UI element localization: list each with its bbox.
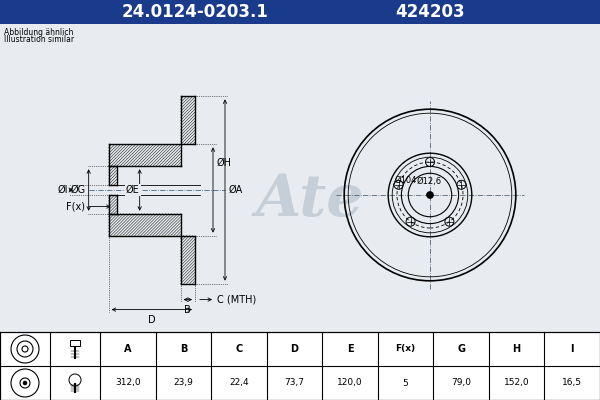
Text: ØA: ØA [229, 185, 243, 195]
Text: 24.0124-0203.1: 24.0124-0203.1 [122, 3, 268, 21]
Text: 23,9: 23,9 [173, 378, 193, 388]
Text: ØI: ØI [57, 185, 68, 195]
Text: ØG: ØG [71, 185, 86, 195]
Text: 16,5: 16,5 [562, 378, 582, 388]
Text: Ø12,6: Ø12,6 [416, 176, 442, 186]
Text: F(x): F(x) [395, 344, 416, 354]
Circle shape [427, 192, 433, 198]
Text: D: D [290, 344, 298, 354]
Text: ØE: ØE [126, 185, 140, 195]
Text: B: B [179, 344, 187, 354]
FancyBboxPatch shape [70, 340, 80, 346]
Text: D: D [148, 314, 155, 325]
Text: 73,7: 73,7 [284, 378, 304, 388]
Text: G: G [457, 344, 465, 354]
Text: 5: 5 [403, 378, 409, 388]
Text: C: C [235, 344, 242, 354]
Circle shape [427, 192, 433, 198]
Text: 312,0: 312,0 [115, 378, 140, 388]
Text: Ate: Ate [256, 172, 364, 228]
Text: ØH: ØH [217, 158, 232, 168]
Text: Abbildung ähnlich: Abbildung ähnlich [4, 28, 73, 37]
Text: E: E [347, 344, 353, 354]
Text: F(x): F(x) [65, 202, 85, 212]
Text: 22,4: 22,4 [229, 378, 249, 388]
Bar [0, 24, 600, 332]
Text: 424203: 424203 [395, 3, 465, 21]
Bar [0, 0, 600, 24]
Text: Illustration similar: Illustration similar [4, 35, 74, 44]
Text: A: A [124, 344, 131, 354]
Text: B: B [184, 305, 191, 314]
Text: I: I [571, 344, 574, 354]
Text: 120,0: 120,0 [337, 378, 363, 388]
Circle shape [23, 381, 27, 385]
Text: 152,0: 152,0 [504, 378, 529, 388]
Bar [0, 332, 600, 400]
Text: H: H [512, 344, 521, 354]
Text: 79,0: 79,0 [451, 378, 471, 388]
Text: C (MTH): C (MTH) [217, 294, 256, 305]
Text: Ø104: Ø104 [394, 176, 416, 185]
